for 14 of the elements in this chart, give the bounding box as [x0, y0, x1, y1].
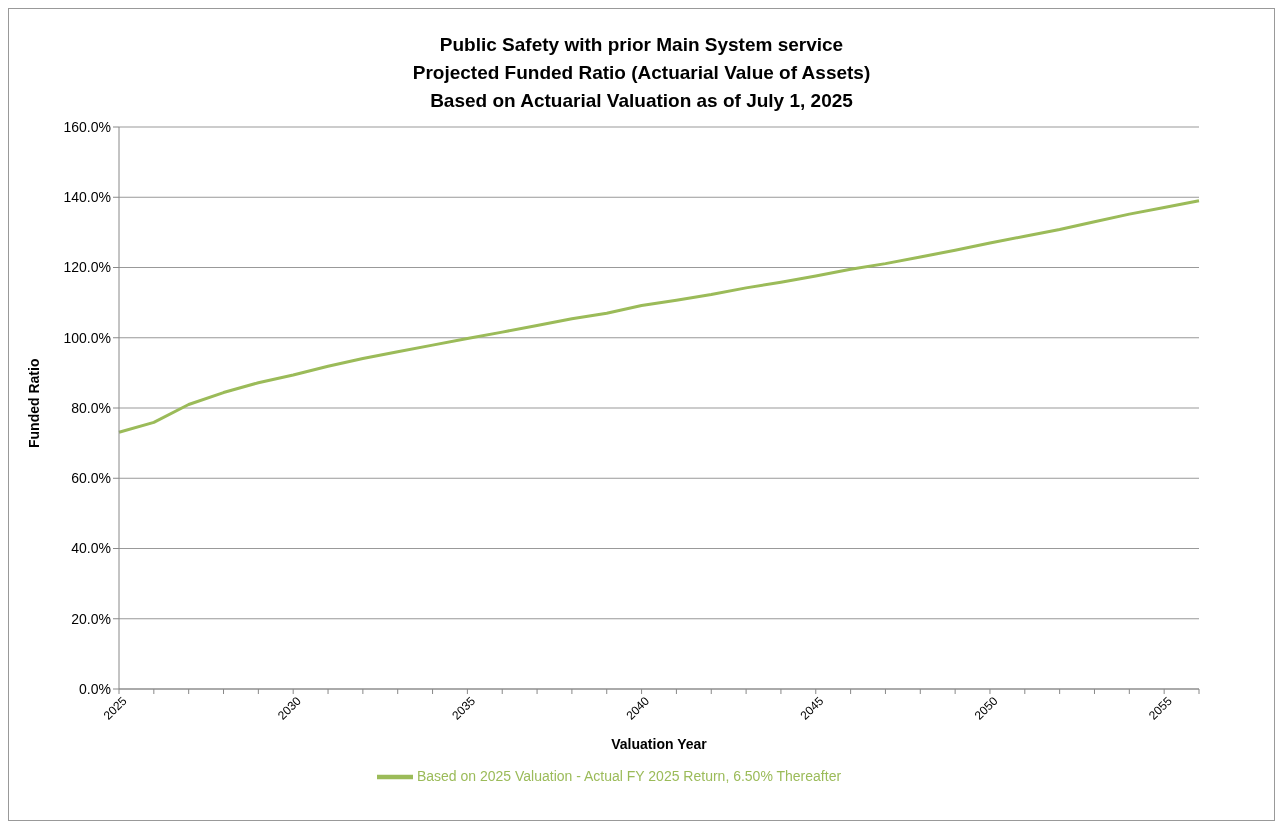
- line-series: [117, 199, 1201, 434]
- y-tick-label: 140.0%: [63, 189, 111, 206]
- x-axis-title: Valuation Year: [611, 736, 708, 752]
- chart-title: Public Safety with prior Main System service Projected Funded Ratio (Actuarial Value of Assets) Based on Actuarial Valuation as of July 1, 2025: [411, 33, 872, 113]
- y-tick-label: 120.0%: [63, 259, 111, 276]
- y-tick-label: 40.0%: [71, 540, 111, 557]
- y-tick-label: 100.0%: [63, 329, 111, 346]
- y-tick-label: 60.0%: [71, 470, 111, 487]
- y-tick-label: 20.0%: [71, 610, 111, 627]
- legend-label: Based on 2025 Valuation - Actual FY 2025 Return, 6.50% Thereafter: [416, 767, 842, 784]
- y-tick-label: 80.0%: [71, 399, 111, 416]
- y-tick-label: 0.0%: [79, 680, 111, 697]
- y-tick-label: 160.0%: [63, 118, 111, 135]
- y-axis-title: Funded Ratio: [25, 358, 42, 448]
